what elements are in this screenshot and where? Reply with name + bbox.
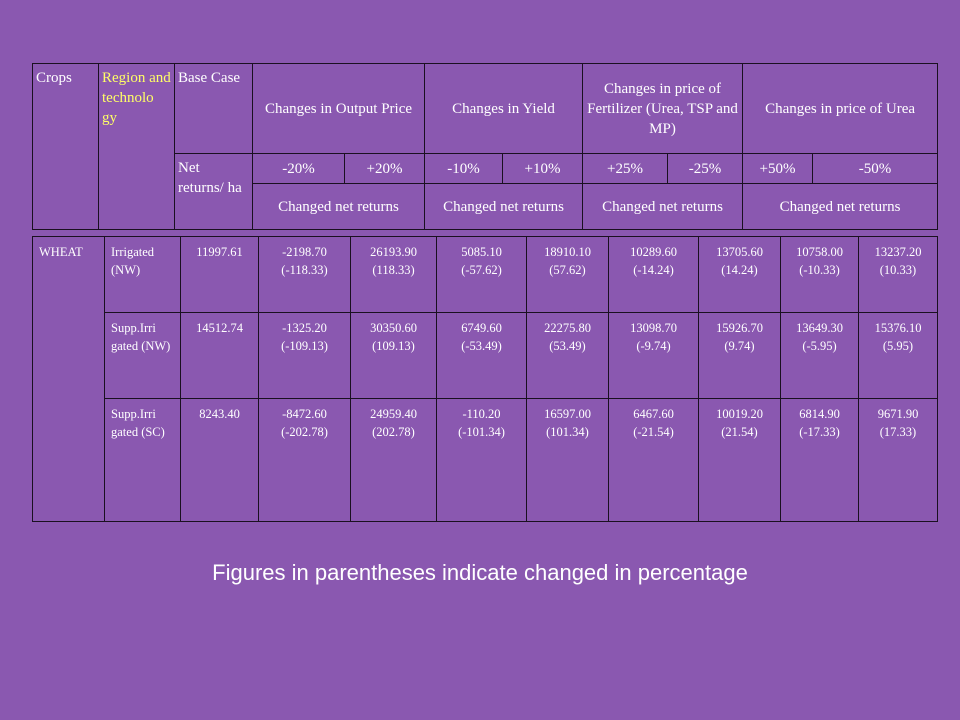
col-output-plus: +20%	[343, 153, 426, 184]
base-cell: 11997.61	[180, 236, 259, 313]
yield-header: Changes in Yield	[424, 63, 584, 154]
col-fert-plus: +25%	[582, 153, 669, 184]
value-cell: 10289.60 (-14.24)	[608, 236, 699, 313]
output-price-header: Changes in Output Price	[251, 63, 426, 154]
sub-output: Changed net returns	[251, 183, 426, 230]
value-cell: 10758.00 (-10.33)	[780, 236, 859, 313]
value-cell: 5085.10 (-57.62)	[436, 236, 527, 313]
table-row: Supp.Irri gated (NW) 14512.74 -1325.20 (-…	[33, 312, 938, 399]
value-cell: 15376.10 (5.95)	[858, 312, 938, 399]
col-yield-plus: +10%	[502, 153, 584, 184]
value-cell: 18910.10 (57.62)	[526, 236, 609, 313]
value-cell: 16597.00 (101.34)	[526, 398, 609, 522]
table-row: Supp.Irri gated (SC) 8243.40 -8472.60 (-2…	[33, 398, 938, 522]
col-fert-minus: -25%	[667, 153, 744, 184]
crop-cell: WHEAT	[32, 236, 105, 522]
value-cell: 24959.40 (202.78)	[350, 398, 437, 522]
sub-yield: Changed net returns	[424, 183, 584, 230]
value-cell: 9671.90 (17.33)	[858, 398, 938, 522]
value-cell: 13649.30 (-5.95)	[780, 312, 859, 399]
region-header: Region and technolo gy	[98, 63, 175, 230]
value-cell: 6749.60 (-53.49)	[436, 312, 527, 399]
value-cell: 22275.80 (53.49)	[526, 312, 609, 399]
base-case-header: Base Case	[174, 63, 253, 154]
value-cell: -1325.20 (-109.13)	[258, 312, 351, 399]
table-row: WHEAT Irrigated (NW) 11997.61 -2198.70 (-…	[32, 236, 938, 522]
base-cell: 8243.40	[180, 398, 259, 522]
value-cell: 15926.70 (9.74)	[698, 312, 781, 399]
urea-price-header: Changes in price of Urea	[742, 63, 939, 154]
crops-header: Crops	[32, 63, 99, 230]
value-cell: 13705.60 (14.24)	[698, 236, 781, 313]
col-urea-plus: +50%	[742, 153, 814, 184]
value-cell: 26193.90 (118.33)	[350, 236, 437, 313]
value-cell: -110.20 (-101.34)	[436, 398, 527, 522]
col-urea-minus: -50%	[812, 153, 939, 184]
value-cell: 13237.20 (10.33)	[858, 236, 938, 313]
col-yield-minus: -10%	[424, 153, 504, 184]
region-cell: Supp.Irri gated (SC)	[104, 398, 181, 522]
region-cell: Irrigated (NW)	[104, 236, 181, 313]
sub-fertilizer: Changed net returns	[582, 183, 744, 230]
value-cell: -8472.60 (-202.78)	[258, 398, 351, 522]
base-cell: 14512.74	[180, 312, 259, 399]
net-returns-header: Net returns/ ha	[174, 153, 253, 230]
footnote: Figures in parentheses indicate changed …	[212, 560, 748, 585]
region-cell: Supp.Irri gated (NW)	[104, 312, 181, 399]
value-cell: -2198.70 (-118.33)	[258, 236, 351, 313]
value-cell: 30350.60 (109.13)	[350, 312, 437, 399]
col-output-minus: -20%	[252, 153, 345, 184]
sub-urea: Changed net returns	[742, 183, 939, 230]
value-cell: 6814.90 (-17.33)	[780, 398, 859, 522]
value-cell: 13098.70 (-9.74)	[608, 312, 699, 399]
fertilizer-price-header: Changes in price of Fertilizer (Urea, TS…	[582, 63, 744, 154]
value-cell: 10019.20 (21.54)	[698, 398, 781, 522]
value-cell: 6467.60 (-21.54)	[608, 398, 699, 522]
data-table: WHEAT Irrigated (NW) 11997.61 -2198.70 (-…	[32, 236, 938, 522]
header-table: Crops Region and technolo gy Base Case C…	[32, 63, 939, 230]
